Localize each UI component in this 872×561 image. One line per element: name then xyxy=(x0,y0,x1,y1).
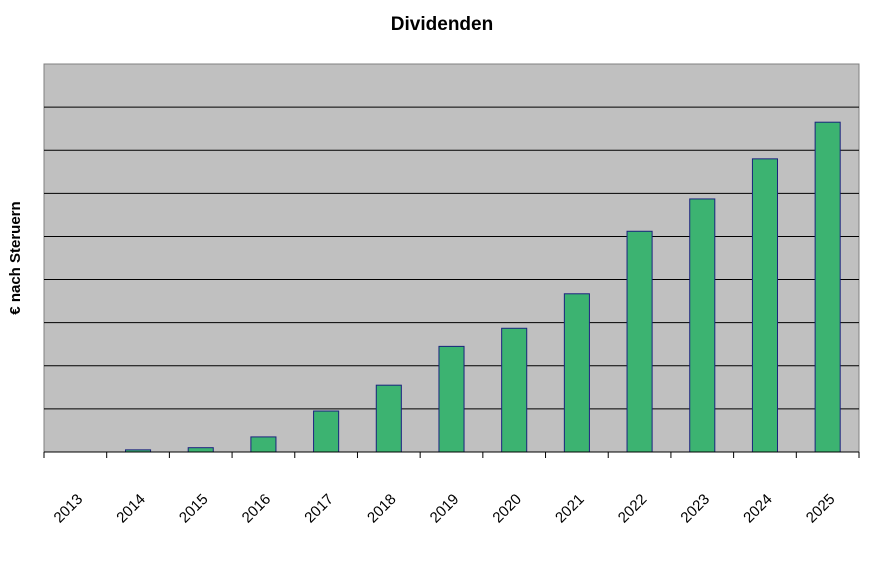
bar-2017 xyxy=(313,410,340,453)
x-tick-label-2017: 2017 xyxy=(301,491,337,527)
x-tick-label-2024: 2024 xyxy=(740,491,776,527)
x-tick-label-2025: 2025 xyxy=(803,491,839,527)
bar-2022 xyxy=(626,230,653,453)
x-tick-label-2021: 2021 xyxy=(552,491,588,527)
x-tick-label-2015: 2015 xyxy=(176,491,212,527)
bar-2016 xyxy=(250,436,277,453)
bar-2024 xyxy=(751,158,779,453)
x-tick-label-2020: 2020 xyxy=(489,491,525,527)
bar-2023 xyxy=(689,198,716,453)
x-tick-label-2013: 2013 xyxy=(51,491,87,527)
bar-2018 xyxy=(375,384,402,453)
bar-2015 xyxy=(187,447,214,453)
bar-2025 xyxy=(814,121,841,453)
x-tick-label-2014: 2014 xyxy=(113,491,149,527)
x-ticks xyxy=(43,452,860,458)
x-tick-label-2022: 2022 xyxy=(615,491,651,527)
bar-2021 xyxy=(563,293,590,453)
x-tick-label-2016: 2016 xyxy=(239,491,275,527)
x-tick-label-2018: 2018 xyxy=(364,491,400,527)
gridlines xyxy=(44,106,859,410)
y-axis-label: € nach Steruern xyxy=(7,201,24,314)
chart-title: Dividenden xyxy=(391,14,493,35)
x-tick-label-2019: 2019 xyxy=(427,491,463,527)
bar-2019 xyxy=(438,345,465,453)
x-tick-label-2023: 2023 xyxy=(677,491,713,527)
x-tick-labels: 2013 2014 2015 2016 2017 2018 2019 2020 2021 2022… xyxy=(51,491,839,527)
bar-2020 xyxy=(501,327,528,453)
